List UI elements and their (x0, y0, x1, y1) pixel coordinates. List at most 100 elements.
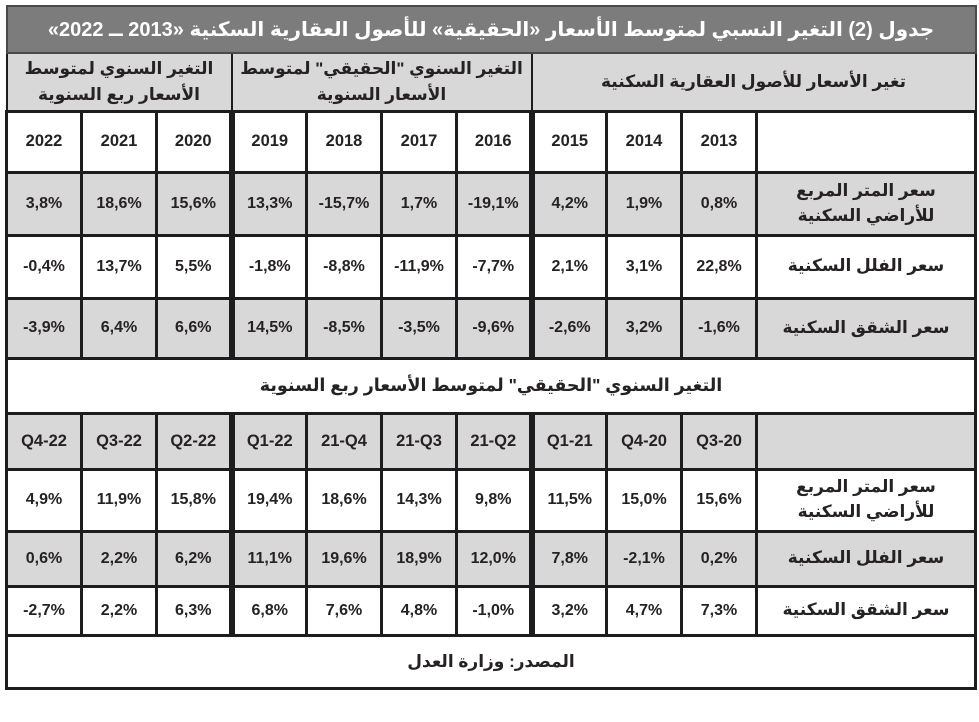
data-cell: 11,1% (228, 529, 308, 588)
data-cell: 18,9% (380, 529, 458, 588)
data-cell: -1,8% (228, 233, 308, 300)
quarter-column-header: Q3-22 (80, 411, 158, 471)
data-cell: 7,8% (528, 529, 608, 588)
group-header-asset-price-change: تغير الأسعار للأصول العقارية السكنية (530, 52, 977, 112)
data-cell: -3,5% (380, 296, 458, 360)
data-cell: -19,1% (455, 170, 533, 237)
data-cell: -8,8% (305, 233, 383, 300)
data-cell: 0,8% (680, 170, 758, 237)
data-cell: 19,6% (305, 529, 383, 588)
year-column-header: 2014 (605, 109, 683, 174)
row-label-cell: سعر الشقق السكنية (755, 584, 977, 637)
data-cell: 4,8% (380, 584, 458, 637)
data-cell: 0,6% (5, 529, 83, 588)
data-cell: 7,3% (680, 584, 758, 637)
data-cell: -3,9% (5, 296, 83, 360)
data-cell: 3,2% (528, 584, 608, 637)
data-cell: 6,3% (155, 584, 233, 637)
year-column-header: 2021 (80, 109, 158, 174)
table-title: جدول (2) التغير النسبي لمتوسط الأسعار «ا… (5, 5, 977, 54)
group-header-quarterly-average: التغير السنوي لمتوسط الأسعار ربع السنوية (5, 52, 233, 112)
quarter-column-header: Q1-21 (528, 411, 608, 471)
data-cell: 7,6% (305, 584, 383, 637)
data-cell: 0,2% (680, 529, 758, 588)
source-text: المصدر: وزارة العدل (5, 633, 977, 690)
data-cell: 15,6% (155, 170, 233, 237)
data-cell: -7,7% (455, 233, 533, 300)
data-cell: 15,6% (680, 467, 758, 533)
quarter-column-header: 21-Q2 (455, 411, 533, 471)
data-cell: -2,6% (528, 296, 608, 360)
data-cell: 3,1% (605, 233, 683, 300)
annual-row-land-sqm: 3,8% 18,6% 15,6% 13,3% -15,7% 1,7% -19,1% 4,2% 1… (5, 170, 977, 237)
annual-row-apartments: -3,9% 6,4% 6,6% 14,5% -8,5% -3,5% -9,6% -2,6% 3,… (5, 296, 977, 360)
data-cell: -2,7% (5, 584, 83, 637)
data-cell: 19,4% (228, 467, 308, 533)
data-cell: 13,7% (80, 233, 158, 300)
data-cell: -11,9% (380, 233, 458, 300)
data-cell: -8,5% (305, 296, 383, 360)
data-cell: 2,2% (80, 584, 158, 637)
data-cell: 18,6% (80, 170, 158, 237)
year-column-header: 2020 (155, 109, 233, 174)
data-cell: 11,5% (528, 467, 608, 533)
data-cell: 13,3% (228, 170, 308, 237)
data-cell: 6,4% (80, 296, 158, 360)
data-cell: 18,6% (305, 467, 383, 533)
year-column-header: 2016 (455, 109, 533, 174)
year-column-header: 2015 (528, 109, 608, 174)
quarter-column-header: Q3-20 (680, 411, 758, 471)
data-cell: 6,2% (155, 529, 233, 588)
quarter-column-header: Q1-22 (228, 411, 308, 471)
section-header-quarterly-real-change: التغير السنوي "الحقيقي" لمتوسط الأسعار ر… (5, 356, 977, 415)
data-cell: 4,7% (605, 584, 683, 637)
data-cell: 14,5% (228, 296, 308, 360)
data-cell: 15,8% (155, 467, 233, 533)
data-cell: 1,9% (605, 170, 683, 237)
quarterly-row-land-sqm: 4,9% 11,9% 15,8% 19,4% 18,6% 14,3% 9,8% 11,5% 15… (5, 467, 977, 533)
data-cell: -15,7% (305, 170, 383, 237)
row-label-cell: سعر الفلل السكنية (755, 529, 977, 588)
quarterly-row-apartments: -2,7% 2,2% 6,3% 6,8% 7,6% 4,8% -1,0% 3,2% 4,7% 7,… (5, 584, 977, 637)
data-cell: 4,2% (528, 170, 608, 237)
real-price-change-table: جدول (2) التغير النسبي لمتوسط الأسعار «ا… (5, 5, 977, 690)
data-cell: 3,8% (5, 170, 83, 237)
annual-row-villas: -0,4% 13,7% 5,5% -1,8% -8,8% -11,9% -7,7% 2,1% 3… (5, 233, 977, 300)
row-label-spacer-cell (755, 411, 977, 471)
row-label-spacer-cell (755, 109, 977, 174)
year-column-header: 2018 (305, 109, 383, 174)
row-label-cell: سعر المتر المربع للأراضي السكنية (755, 467, 977, 533)
data-cell: 2,1% (528, 233, 608, 300)
data-cell: 6,6% (155, 296, 233, 360)
quarter-column-header: 21-Q4 (305, 411, 383, 471)
quarter-column-header: Q4-20 (605, 411, 683, 471)
data-cell: 6,8% (228, 584, 308, 637)
data-cell: -0,4% (5, 233, 83, 300)
title-row: جدول (2) التغير النسبي لمتوسط الأسعار «ا… (5, 5, 977, 54)
year-column-header: 2022 (5, 109, 83, 174)
quarter-header-row: Q4-22 Q3-22 Q2-22 Q1-22 21-Q4 21-Q3 21-Q2 Q1-21… (5, 411, 977, 471)
data-cell: 1,7% (380, 170, 458, 237)
data-cell: 12,0% (455, 529, 533, 588)
data-cell: -1,6% (680, 296, 758, 360)
quarter-column-header: Q4-22 (5, 411, 83, 471)
data-cell: 22,8% (680, 233, 758, 300)
data-cell: -9,6% (455, 296, 533, 360)
data-cell: 15,0% (605, 467, 683, 533)
year-column-header: 2013 (680, 109, 758, 174)
data-cell: 9,8% (455, 467, 533, 533)
group-header-row: التغير السنوي لمتوسط الأسعار ربع السنوية… (5, 52, 977, 112)
quarter-column-header: Q2-22 (155, 411, 233, 471)
year-header-row: 2022 2021 2020 2019 2018 2017 2016 2015 2014 2013 (5, 109, 977, 174)
data-cell: 14,3% (380, 467, 458, 533)
row-label-cell: سعر المتر المربع للأراضي السكنية (755, 170, 977, 237)
footer-row: المصدر: وزارة العدل (5, 633, 977, 690)
data-cell: 4,9% (5, 467, 83, 533)
data-cell: -2,1% (605, 529, 683, 588)
quarter-column-header: 21-Q3 (380, 411, 458, 471)
data-cell: 11,9% (80, 467, 158, 533)
quarterly-row-villas: 0,6% 2,2% 6,2% 11,1% 19,6% 18,9% 12,0% 7,8% -2,1… (5, 529, 977, 588)
data-cell: 5,5% (155, 233, 233, 300)
row-label-cell: سعر الفلل السكنية (755, 233, 977, 300)
data-cell: 2,2% (80, 529, 158, 588)
